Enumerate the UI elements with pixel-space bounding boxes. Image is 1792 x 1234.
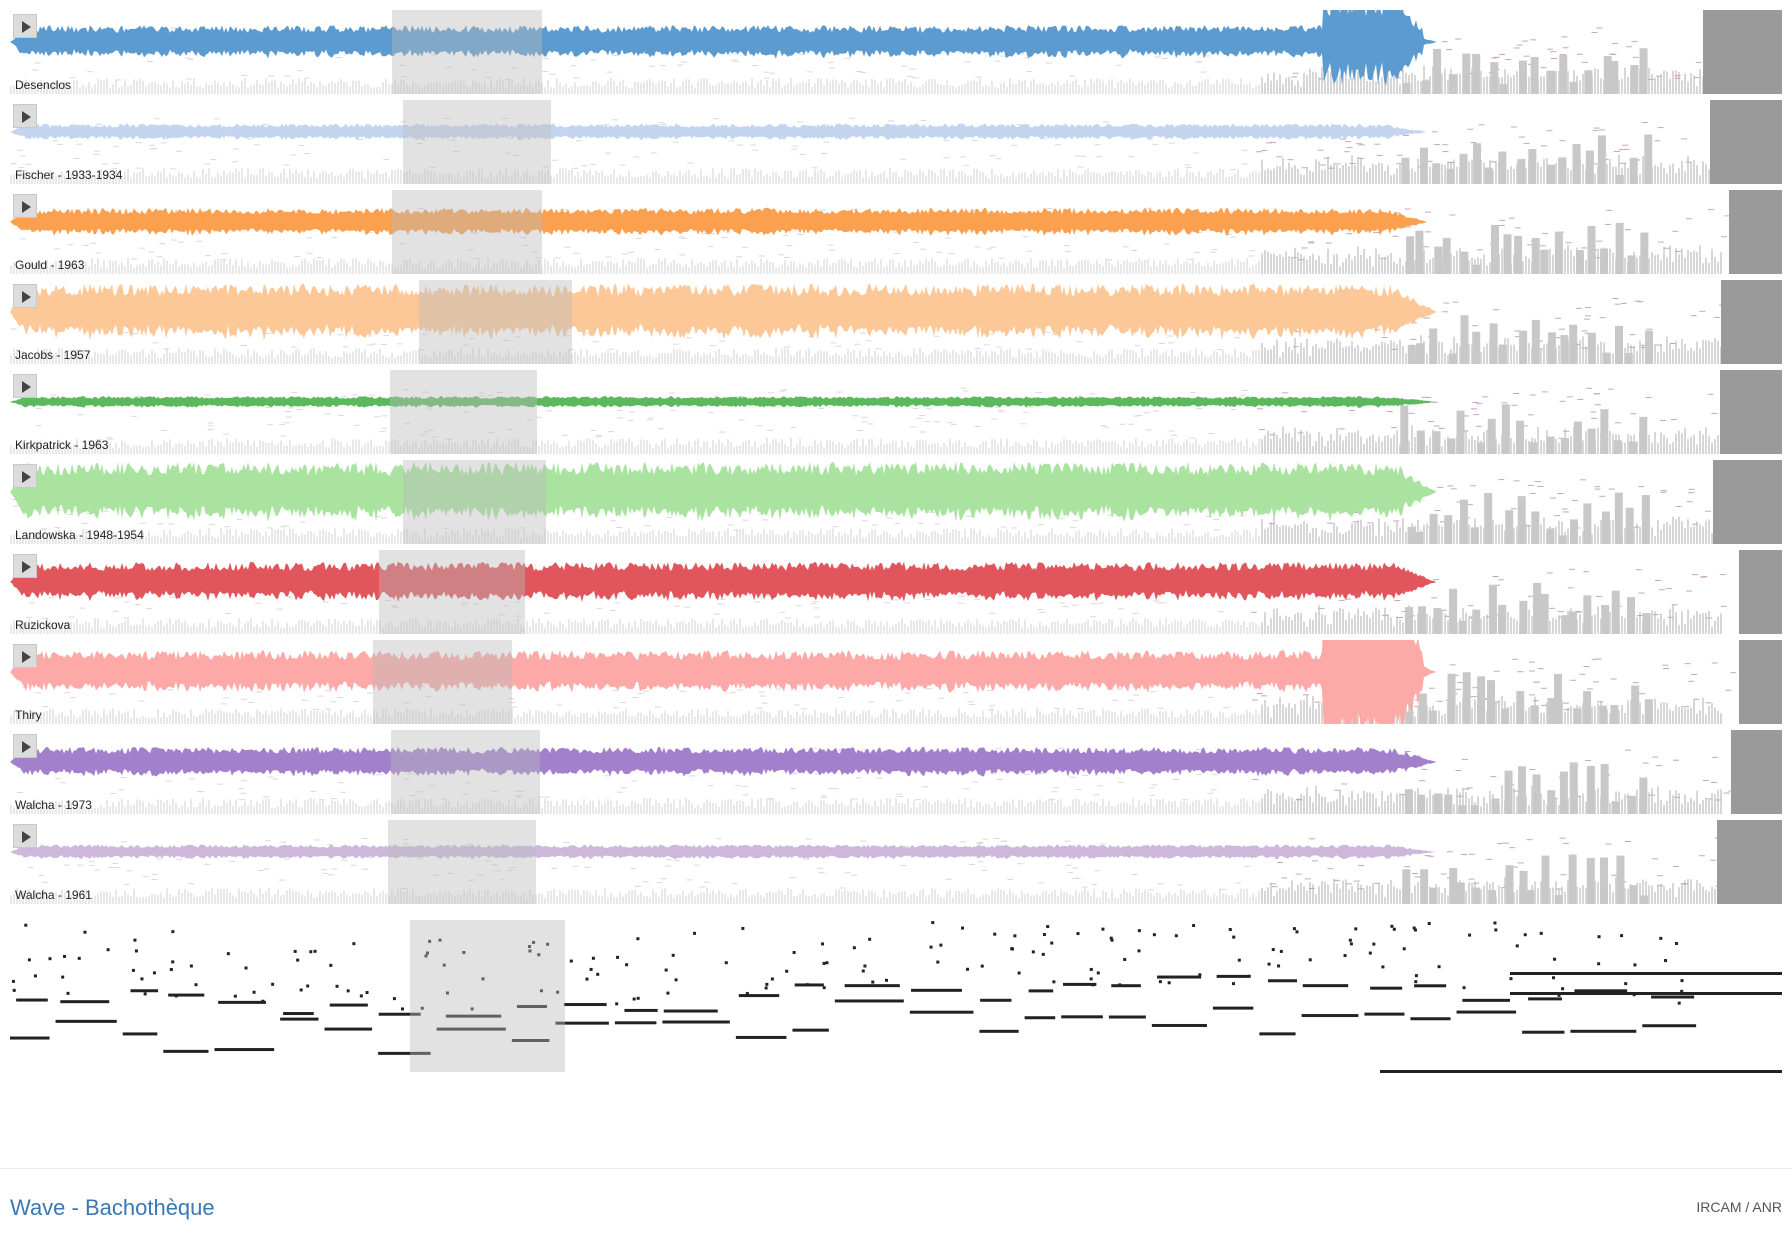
track-label: Walcha - 1973 <box>15 799 92 811</box>
histogram-bars <box>1405 550 1782 634</box>
track-label: Desenclos <box>15 79 71 91</box>
play-icon <box>22 201 31 213</box>
waveform[interactable] <box>10 460 1782 544</box>
selection-window <box>403 460 546 544</box>
bar-strip <box>10 425 1722 454</box>
track-label: Jacobs - 1957 <box>15 349 90 361</box>
track-desenclos[interactable]: Desenclos <box>10 10 1782 94</box>
selection-window <box>379 550 525 634</box>
track-label: Walcha - 1961 <box>15 889 92 901</box>
track-landowska[interactable]: Landowska - 1948-1954 <box>10 460 1782 544</box>
waveform[interactable] <box>10 190 1782 274</box>
play-button[interactable] <box>13 284 37 308</box>
selection-window <box>390 370 537 454</box>
play-button[interactable] <box>13 644 37 668</box>
track-kirkpatrick[interactable]: Kirkpatrick - 1963 <box>10 370 1782 454</box>
selection-window <box>388 820 536 904</box>
track-label: Kirkpatrick - 1963 <box>15 439 108 451</box>
credits: IRCAM / ANR <box>1696 1199 1782 1215</box>
track-label: Gould - 1963 <box>15 259 84 271</box>
selection-window <box>403 100 551 184</box>
play-icon <box>22 471 31 483</box>
waveform[interactable] <box>10 280 1782 364</box>
selection-window <box>419 280 572 364</box>
histogram-bars <box>1408 280 1782 364</box>
histogram-bars <box>1406 190 1782 274</box>
track-ruzickova[interactable]: Ruzickova <box>10 550 1782 634</box>
waveform[interactable] <box>10 370 1782 454</box>
histogram-bars <box>1405 730 1782 814</box>
bar-strip <box>10 875 1722 904</box>
app-title[interactable]: Wave - Bachothèque <box>10 1195 215 1221</box>
tracks-container: Desenclos Fischer - 1933-1934 Gould - 19… <box>10 10 1782 910</box>
track-walcha-1973[interactable]: Walcha - 1973 <box>10 730 1782 814</box>
selection-window <box>392 190 542 274</box>
waveform-path <box>10 462 1436 522</box>
play-button[interactable] <box>13 734 37 758</box>
play-button[interactable] <box>13 824 37 848</box>
play-button[interactable] <box>13 554 37 578</box>
histogram-bars <box>1401 100 1782 184</box>
track-label: Landowska - 1948-1954 <box>15 529 144 541</box>
selection-window <box>373 640 512 724</box>
play-button[interactable] <box>13 14 37 38</box>
waveform-path <box>10 396 1436 408</box>
play-button[interactable] <box>13 104 37 128</box>
track-label: Thiry <box>15 709 42 721</box>
play-icon <box>22 21 31 33</box>
track-thiry[interactable]: Thiry <box>10 640 1782 724</box>
track-fischer[interactable]: Fischer - 1933-1934 <box>10 100 1782 184</box>
play-icon <box>22 561 31 573</box>
waveform[interactable] <box>10 640 1782 724</box>
track-gould[interactable]: Gould - 1963 <box>10 190 1782 274</box>
waveform[interactable] <box>10 550 1782 634</box>
histogram-bars <box>1402 820 1782 904</box>
waveform-path <box>10 747 1436 777</box>
play-icon <box>22 651 31 663</box>
waveform[interactable] <box>10 100 1782 184</box>
waveform-path <box>10 10 1436 86</box>
selection-window <box>392 10 542 94</box>
play-icon <box>22 381 31 393</box>
waveform-path <box>10 124 1426 141</box>
score-notes[interactable] <box>10 920 1782 1115</box>
score-piano-roll[interactable] <box>10 920 1782 1115</box>
footer: Wave - Bachothèque IRCAM / ANR <box>0 1168 1792 1234</box>
waveform-path <box>10 640 1436 724</box>
track-label: Ruzickova <box>15 619 70 631</box>
play-button[interactable] <box>13 194 37 218</box>
track-jacobs[interactable]: Jacobs - 1957 <box>10 280 1782 364</box>
play-button[interactable] <box>13 374 37 398</box>
score-selection-window <box>410 920 565 1072</box>
waveform-path <box>10 208 1426 236</box>
waveform[interactable] <box>10 820 1782 904</box>
waveform-path <box>10 844 1436 859</box>
track-walcha-1961[interactable]: Walcha - 1961 <box>10 820 1782 904</box>
play-icon <box>22 111 31 123</box>
play-icon <box>22 291 31 303</box>
waveform-path <box>10 284 1436 341</box>
waveform[interactable] <box>10 10 1782 94</box>
track-label: Fischer - 1933-1934 <box>15 169 122 181</box>
play-button[interactable] <box>13 464 37 488</box>
play-icon <box>22 831 31 843</box>
waveform[interactable] <box>10 730 1782 814</box>
selection-window <box>391 730 540 814</box>
play-icon <box>22 741 31 753</box>
score-note-group <box>10 920 1782 1073</box>
